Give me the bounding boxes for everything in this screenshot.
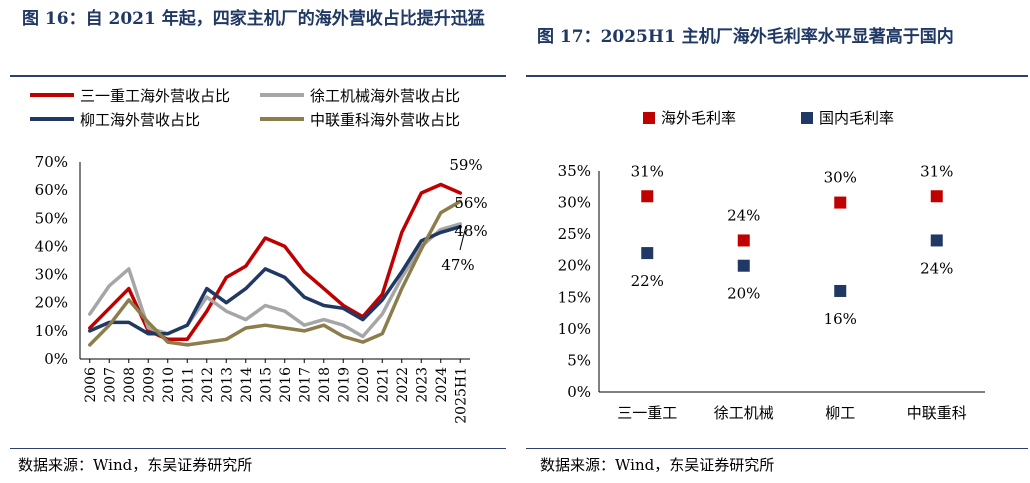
x-tick-label: 2022 [395, 367, 411, 403]
domestic-margin-marker [834, 284, 847, 297]
overseas-margin-label: 24% [727, 206, 760, 224]
legend-label-1: 海外毛利率 [661, 109, 736, 127]
y-tick-label: 10% [35, 322, 68, 340]
x-tick-label: 2015 [258, 367, 274, 403]
series-line-4 [88, 199, 463, 347]
x-tick-label: 2008 [122, 367, 138, 403]
overseas-margin-label: 31% [631, 162, 664, 180]
end-value-label: 59% [449, 156, 482, 174]
y-tick-label: 60% [35, 181, 68, 199]
y-tick-label: 50% [35, 209, 68, 227]
legend-label-3: 柳工海外营收占比 [80, 111, 200, 129]
x-tick-label: 2023 [414, 367, 430, 403]
x-tick-label: 2016 [278, 367, 294, 403]
y-tick-label: 30% [35, 266, 68, 284]
legend-label-2: 徐工机械海外营收占比 [310, 87, 460, 105]
y-tick-label: 25% [558, 225, 591, 243]
y-tick-label: 35% [558, 162, 591, 180]
y-tick-label: 5% [567, 351, 591, 369]
x-tick-label: 2019 [336, 367, 352, 403]
legend-swatch-1 [643, 112, 655, 124]
x-tick-label: 2011 [180, 367, 196, 403]
domestic-margin-label: 24% [920, 259, 953, 277]
y-tick-label: 15% [558, 288, 591, 306]
domestic-margin-label: 16% [824, 310, 857, 328]
x-tick-label: 2018 [317, 367, 333, 403]
left-figure-title: 图 16：自 2021 年起，四家主机厂的海外营收占比提升迅猛 [22, 9, 485, 29]
y-tick-label: 0% [567, 383, 591, 401]
right-figure-title: 图 17：2025H1 主机厂海外毛利率水平显著高于国内 [537, 27, 954, 47]
x-tick-label: 2009 [141, 367, 157, 403]
x-tick-label: 2013 [219, 367, 235, 403]
x-category-label: 柳工 [825, 404, 855, 422]
x-tick-label: 2020 [356, 367, 372, 403]
x-tick-label: 2025H1 [453, 367, 469, 424]
x-tick-label: 2017 [297, 367, 313, 403]
x-tick-label: 2006 [83, 367, 99, 403]
annotation-leader-line [459, 225, 467, 251]
left-bottom-rule [10, 448, 506, 449]
left-title-rule [10, 75, 506, 77]
overseas-margin-label: 31% [920, 162, 953, 180]
legend-label-4: 中联重科海外营收占比 [310, 111, 460, 129]
legend-swatch-2 [801, 112, 813, 124]
domestic-margin-marker [737, 259, 750, 272]
end-value-label: 56% [454, 194, 487, 212]
end-value-label: 48% [454, 222, 487, 240]
x-category-label: 徐工机械 [714, 404, 774, 422]
x-category-label: 三一重工 [617, 404, 677, 422]
y-tick-label: 70% [35, 153, 68, 171]
y-tick-label: 10% [558, 320, 591, 338]
domestic-margin-marker [930, 234, 943, 247]
y-tick-label: 0% [44, 350, 68, 368]
domestic-margin-marker [641, 247, 654, 260]
domestic-margin-label: 20% [727, 285, 760, 303]
y-tick-label: 20% [558, 257, 591, 275]
scatter-chart: 海外毛利率 国内毛利率 0% 5% 10% 15% 20% 25% 30% 35% 三一重工 徐工机械… [558, 109, 985, 422]
y-tick-label: 30% [558, 194, 591, 212]
series-line-2 [88, 222, 463, 339]
right-figure-source: 数据来源：Wind，东吴证券研究所 [540, 456, 775, 474]
x-tick-label: 2007 [102, 367, 118, 403]
overseas-margin-marker [930, 190, 943, 203]
y-tick-label: 40% [35, 237, 68, 255]
x-tick-label: 2024 [434, 367, 450, 403]
x-tick-label: 2021 [375, 367, 391, 403]
right-figure: 图 17：2025H1 主机厂海外毛利率水平显著高于国内 海外毛利率 国内毛利率 0… [523, 0, 1030, 483]
right-bottom-rule [526, 448, 1028, 449]
overseas-margin-marker [737, 234, 750, 247]
overseas-margin-label: 30% [824, 169, 857, 187]
left-figure: 图 16：自 2021 年起，四家主机厂的海外营收占比提升迅猛 三一重工海外营收… [0, 0, 510, 483]
left-figure-source: 数据来源：Wind，东吴证券研究所 [18, 456, 253, 474]
legend-label-2: 国内毛利率 [819, 109, 894, 127]
x-category-label: 中联重科 [907, 404, 967, 422]
x-tick-label: 2010 [161, 367, 177, 403]
x-tick-label: 2012 [200, 367, 216, 403]
domestic-margin-label: 22% [631, 272, 664, 290]
overseas-margin-marker [834, 196, 847, 209]
series-line-3 [88, 224, 463, 336]
legend-label-1: 三一重工海外营收占比 [80, 87, 230, 105]
y-tick-label: 20% [35, 294, 68, 312]
right-title-rule [526, 75, 1028, 77]
x-tick-label: 2014 [239, 367, 255, 403]
end-value-label: 47% [441, 256, 474, 274]
overseas-margin-marker [641, 190, 654, 203]
